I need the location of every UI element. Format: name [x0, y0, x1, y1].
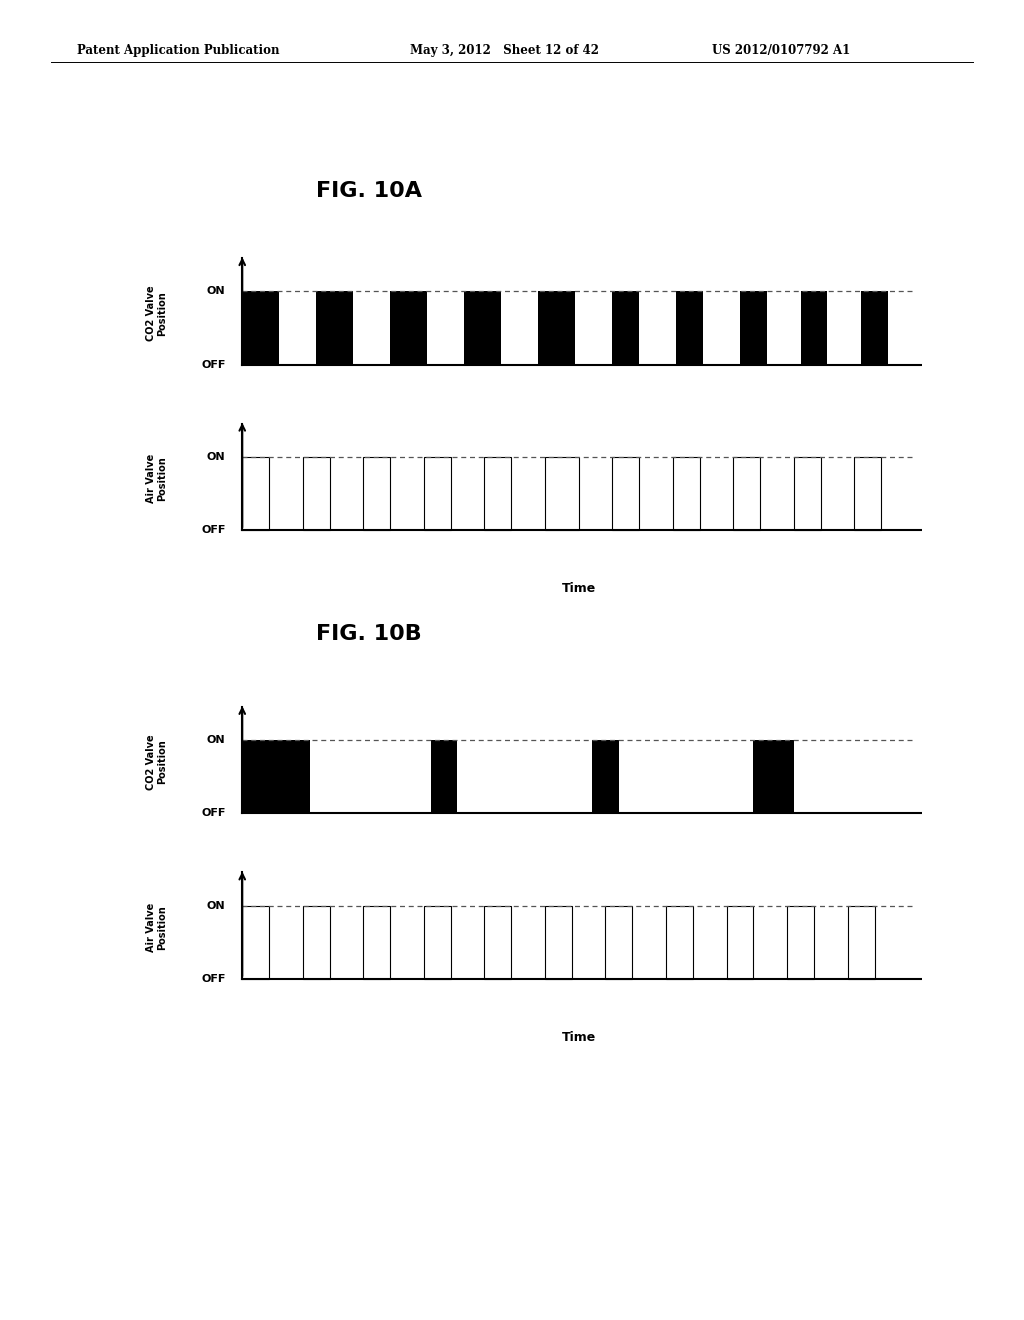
Bar [605, 906, 633, 979]
Bar [364, 906, 390, 979]
Text: Air Valve
Position: Air Valve Position [145, 454, 167, 503]
Text: Air Valve
Position: Air Valve Position [145, 903, 167, 952]
Text: OFF: OFF [201, 808, 225, 818]
Text: ON: ON [207, 900, 225, 911]
Bar [243, 292, 280, 364]
Bar [464, 292, 501, 364]
Bar [740, 292, 767, 364]
Bar [612, 292, 639, 364]
Bar [673, 457, 699, 531]
Text: Time: Time [561, 582, 596, 595]
Bar [424, 906, 451, 979]
Bar [545, 906, 571, 979]
Bar [364, 457, 390, 531]
Bar [430, 741, 458, 813]
Bar [612, 457, 639, 531]
Text: ON: ON [207, 451, 225, 462]
Bar [484, 906, 511, 979]
Text: FIG. 10B: FIG. 10B [315, 623, 422, 644]
Bar [539, 292, 575, 364]
Bar [794, 457, 820, 531]
Text: CO2 Valve
Position: CO2 Valve Position [145, 734, 167, 789]
Text: OFF: OFF [201, 525, 225, 535]
Bar [243, 457, 269, 531]
Bar [733, 457, 760, 531]
Bar [801, 292, 827, 364]
Text: May 3, 2012   Sheet 12 of 42: May 3, 2012 Sheet 12 of 42 [410, 44, 599, 57]
Bar [545, 457, 579, 531]
Text: ON: ON [207, 735, 225, 744]
Text: US 2012/0107792 A1: US 2012/0107792 A1 [712, 44, 850, 57]
Text: OFF: OFF [201, 359, 225, 370]
Bar [243, 906, 269, 979]
Text: Time: Time [561, 1031, 596, 1044]
Bar [316, 292, 353, 364]
Bar [676, 292, 703, 364]
Text: OFF: OFF [201, 974, 225, 983]
Bar [848, 906, 874, 979]
Bar [243, 741, 309, 813]
Bar [484, 457, 511, 531]
Text: CO2 Valve
Position: CO2 Valve Position [145, 285, 167, 341]
Text: ON: ON [207, 286, 225, 296]
Text: FIG. 10A: FIG. 10A [315, 181, 422, 202]
Bar [727, 906, 754, 979]
Bar [390, 292, 427, 364]
Bar [754, 741, 794, 813]
Bar [303, 457, 330, 531]
Bar [424, 457, 451, 531]
Text: Patent Application Publication: Patent Application Publication [77, 44, 280, 57]
Bar [787, 906, 814, 979]
Bar [854, 457, 882, 531]
Bar [592, 741, 618, 813]
Bar [666, 906, 693, 979]
Bar [861, 292, 888, 364]
Bar [303, 906, 330, 979]
